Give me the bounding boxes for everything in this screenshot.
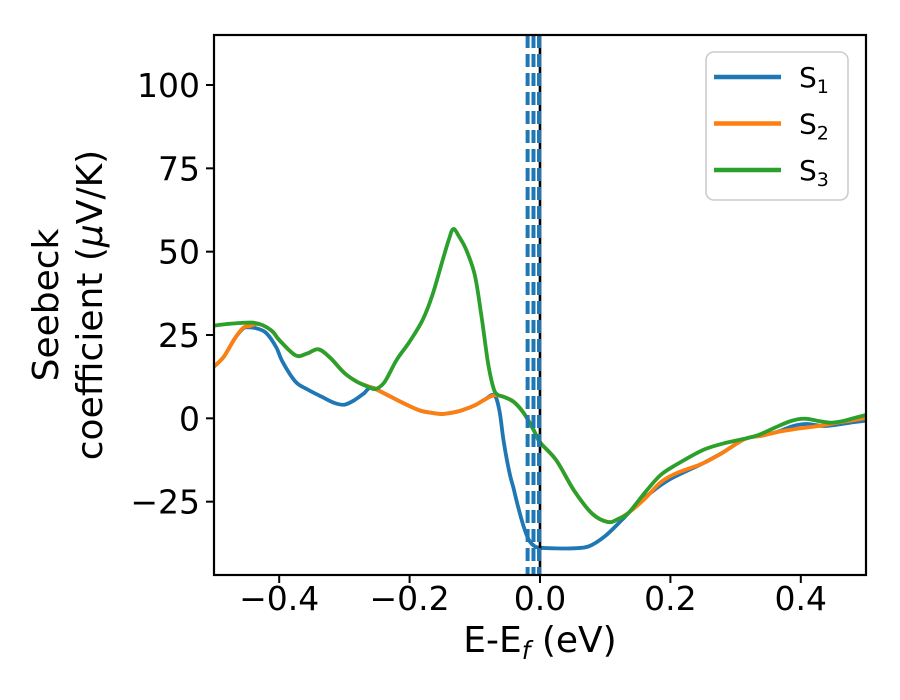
x-tick-label: −0.4 [239,579,319,618]
legend-label-s3: S3 [799,154,829,191]
legend: S1 S2 S3 [705,51,849,201]
x-tick-label: 0.4 [775,579,827,618]
y-tick-label: 50 [158,233,200,272]
y-tick-label: 25 [158,316,200,355]
series-curves [214,227,866,551]
y-tick-label: 75 [158,149,200,188]
legend-box [705,51,849,201]
x-tick-label: 0.2 [644,579,696,618]
x-axis-label: E-Ef (eV) [463,620,616,665]
x-tick-label: −0.2 [370,579,450,618]
series-line-s3 [214,227,866,525]
x-tick-label: 0.0 [514,579,566,618]
legend-label-s2: S2 [799,108,829,145]
y-tick-label: −25 [130,483,200,522]
legend-label-s1: S1 [799,61,829,98]
y-tick-label: 0 [179,399,200,438]
y-axis-label-line1: Seebeck [26,228,67,381]
y-tick-label: 100 [137,66,200,105]
y-axis-label-line2: coefficient (μV/K) [70,150,111,460]
